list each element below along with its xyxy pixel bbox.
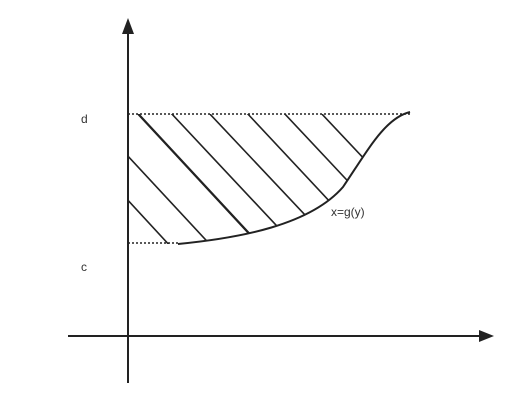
label-c: c	[81, 260, 87, 274]
label-curve: x=g(y)	[331, 205, 365, 219]
curve-g-of-y	[178, 112, 410, 244]
x-axis-arrow-icon	[479, 330, 494, 342]
y-axis-arrow-icon	[122, 18, 134, 34]
label-d: d	[81, 112, 88, 126]
